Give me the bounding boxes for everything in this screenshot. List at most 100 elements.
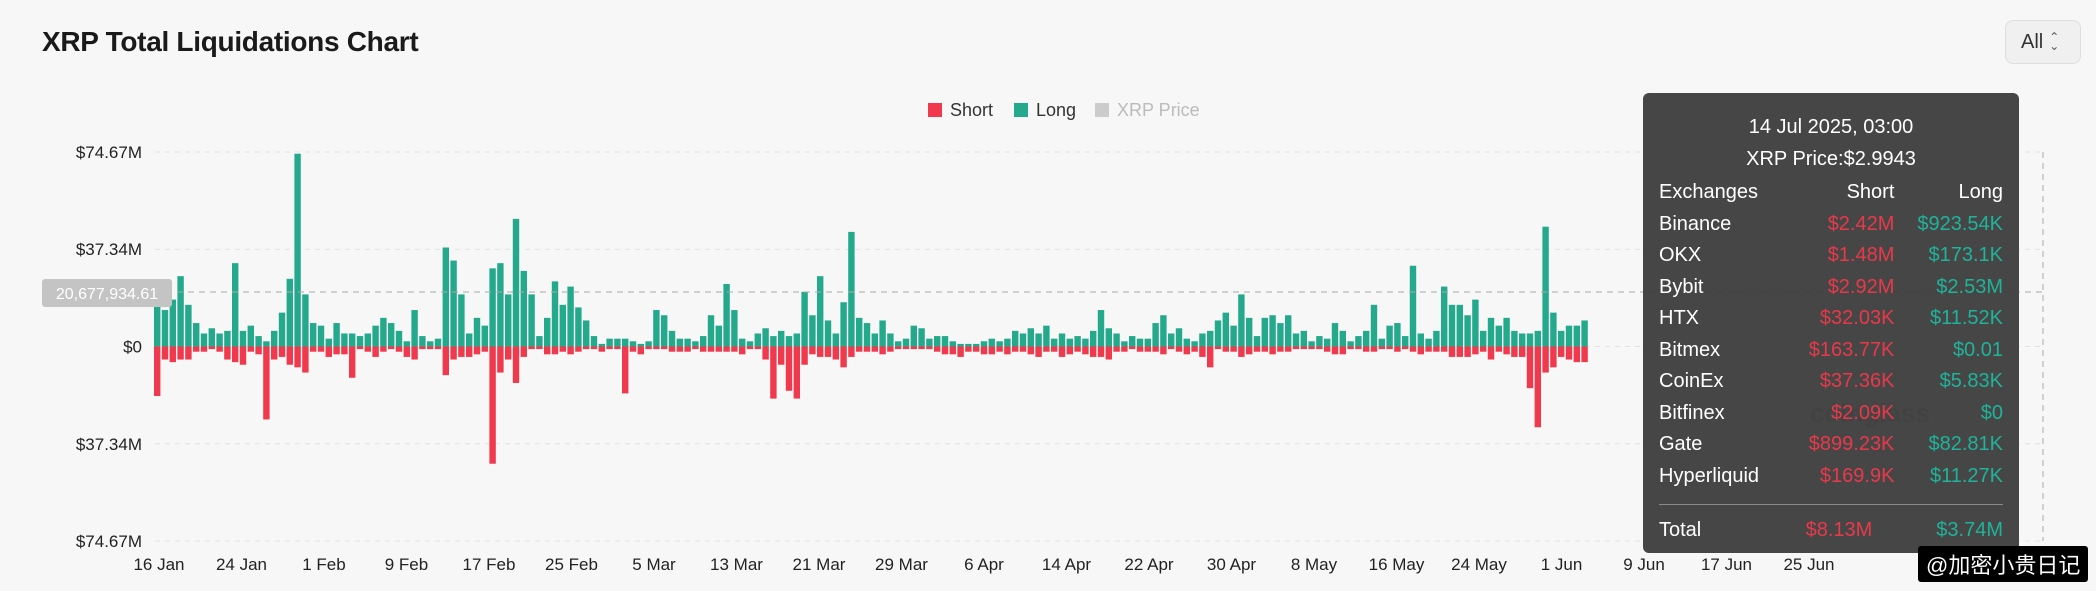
legend-item-xrp-price[interactable]: XRP Price	[1095, 100, 1200, 120]
short-bar[interactable]	[1012, 346, 1019, 352]
long-bar[interactable]	[1277, 323, 1284, 347]
long-bar[interactable]	[1316, 336, 1323, 347]
long-bar[interactable]	[1448, 304, 1456, 347]
long-bar[interactable]	[1168, 333, 1175, 347]
short-bar[interactable]	[286, 346, 293, 365]
long-bar[interactable]	[1082, 338, 1089, 347]
legend-item-long[interactable]: Long	[1014, 100, 1076, 120]
short-bar[interactable]	[1363, 346, 1370, 352]
short-bar[interactable]	[684, 346, 691, 352]
short-bar[interactable]	[411, 346, 418, 360]
long-bar[interactable]	[1222, 312, 1229, 347]
short-bar[interactable]	[1043, 346, 1050, 352]
short-bar[interactable]	[622, 346, 629, 394]
long-bar[interactable]	[629, 341, 637, 347]
long-bar[interactable]	[364, 333, 371, 347]
short-bar[interactable]	[169, 346, 176, 363]
short-bar[interactable]	[372, 346, 379, 357]
short-bar[interactable]	[1121, 346, 1128, 352]
long-bar[interactable]	[458, 294, 465, 347]
long-bar[interactable]	[1472, 299, 1479, 347]
long-bar[interactable]	[216, 333, 223, 347]
long-bar[interactable]	[302, 294, 309, 347]
short-bar[interactable]	[1019, 346, 1027, 352]
short-bar[interactable]	[590, 346, 598, 350]
long-bar[interactable]	[1433, 330, 1440, 347]
long-bar[interactable]	[661, 315, 668, 347]
short-bar[interactable]	[1534, 346, 1541, 428]
short-bar[interactable]	[1082, 346, 1089, 355]
long-bar[interactable]	[1441, 286, 1448, 347]
long-bar[interactable]	[762, 328, 769, 347]
long-bar[interactable]	[1129, 336, 1136, 347]
long-bar[interactable]	[817, 276, 824, 347]
long-bar[interactable]	[583, 320, 590, 347]
short-bar[interactable]	[536, 346, 543, 350]
long-bar[interactable]	[1363, 330, 1370, 347]
short-bar[interactable]	[754, 346, 761, 350]
long-bar[interactable]	[1487, 317, 1495, 347]
short-bar[interactable]	[941, 346, 949, 355]
long-bar[interactable]	[255, 336, 262, 347]
short-bar[interactable]	[1316, 346, 1323, 350]
short-bar[interactable]	[434, 346, 442, 350]
long-bar[interactable]	[559, 304, 566, 347]
long-bar[interactable]	[1183, 338, 1190, 347]
long-bar[interactable]	[403, 341, 410, 347]
short-bar[interactable]	[310, 346, 317, 352]
short-bar[interactable]	[848, 346, 855, 357]
short-bar[interactable]	[317, 346, 325, 352]
short-bar[interactable]	[528, 346, 535, 350]
short-bar[interactable]	[1292, 346, 1300, 350]
short-bar[interactable]	[887, 346, 894, 352]
short-bar[interactable]	[965, 346, 972, 352]
long-bar[interactable]	[1285, 315, 1292, 347]
short-bar[interactable]	[1456, 346, 1463, 357]
short-bar[interactable]	[1160, 346, 1167, 355]
long-bar[interactable]	[1160, 315, 1167, 347]
short-bar[interactable]	[1472, 346, 1479, 355]
long-bar[interactable]	[754, 333, 761, 347]
short-bar[interactable]	[606, 346, 613, 350]
short-bar[interactable]	[520, 346, 527, 357]
long-bar[interactable]	[887, 333, 894, 347]
short-bar[interactable]	[512, 346, 520, 383]
long-bar[interactable]	[1324, 338, 1331, 347]
short-bar[interactable]	[762, 346, 769, 360]
long-bar[interactable]	[395, 330, 403, 347]
long-bar[interactable]	[996, 341, 1003, 347]
short-bar[interactable]	[926, 346, 933, 350]
long-bar[interactable]	[1409, 265, 1417, 347]
long-bar[interactable]	[746, 341, 754, 347]
long-bar[interactable]	[1152, 323, 1159, 347]
short-bar[interactable]	[973, 346, 980, 352]
long-bar[interactable]	[278, 312, 286, 347]
long-bar[interactable]	[200, 333, 208, 347]
long-bar[interactable]	[1394, 323, 1401, 347]
long-bar[interactable]	[785, 336, 793, 347]
long-bar[interactable]	[1573, 325, 1580, 347]
long-bar[interactable]	[692, 341, 699, 347]
long-bar[interactable]	[333, 323, 340, 347]
short-bar[interactable]	[349, 346, 356, 378]
short-bar[interactable]	[481, 346, 488, 352]
long-bar[interactable]	[388, 323, 395, 347]
short-bar[interactable]	[489, 346, 496, 464]
long-bar[interactable]	[286, 278, 293, 347]
short-bar[interactable]	[1246, 346, 1253, 355]
long-bar[interactable]	[1425, 338, 1432, 347]
short-bar[interactable]	[567, 346, 574, 355]
short-bar[interactable]	[185, 346, 192, 360]
short-bar[interactable]	[224, 346, 231, 360]
short-bar[interactable]	[1347, 346, 1354, 350]
short-bar[interactable]	[1230, 346, 1237, 352]
long-bar[interactable]	[450, 260, 457, 347]
long-bar[interactable]	[239, 330, 247, 347]
long-bar[interactable]	[598, 343, 605, 347]
long-bar[interactable]	[941, 336, 949, 347]
long-bar[interactable]	[910, 325, 917, 347]
long-bar[interactable]	[1534, 330, 1541, 347]
long-bar[interactable]	[1043, 325, 1050, 347]
short-bar[interactable]	[1526, 346, 1534, 389]
short-bar[interactable]	[544, 346, 551, 355]
